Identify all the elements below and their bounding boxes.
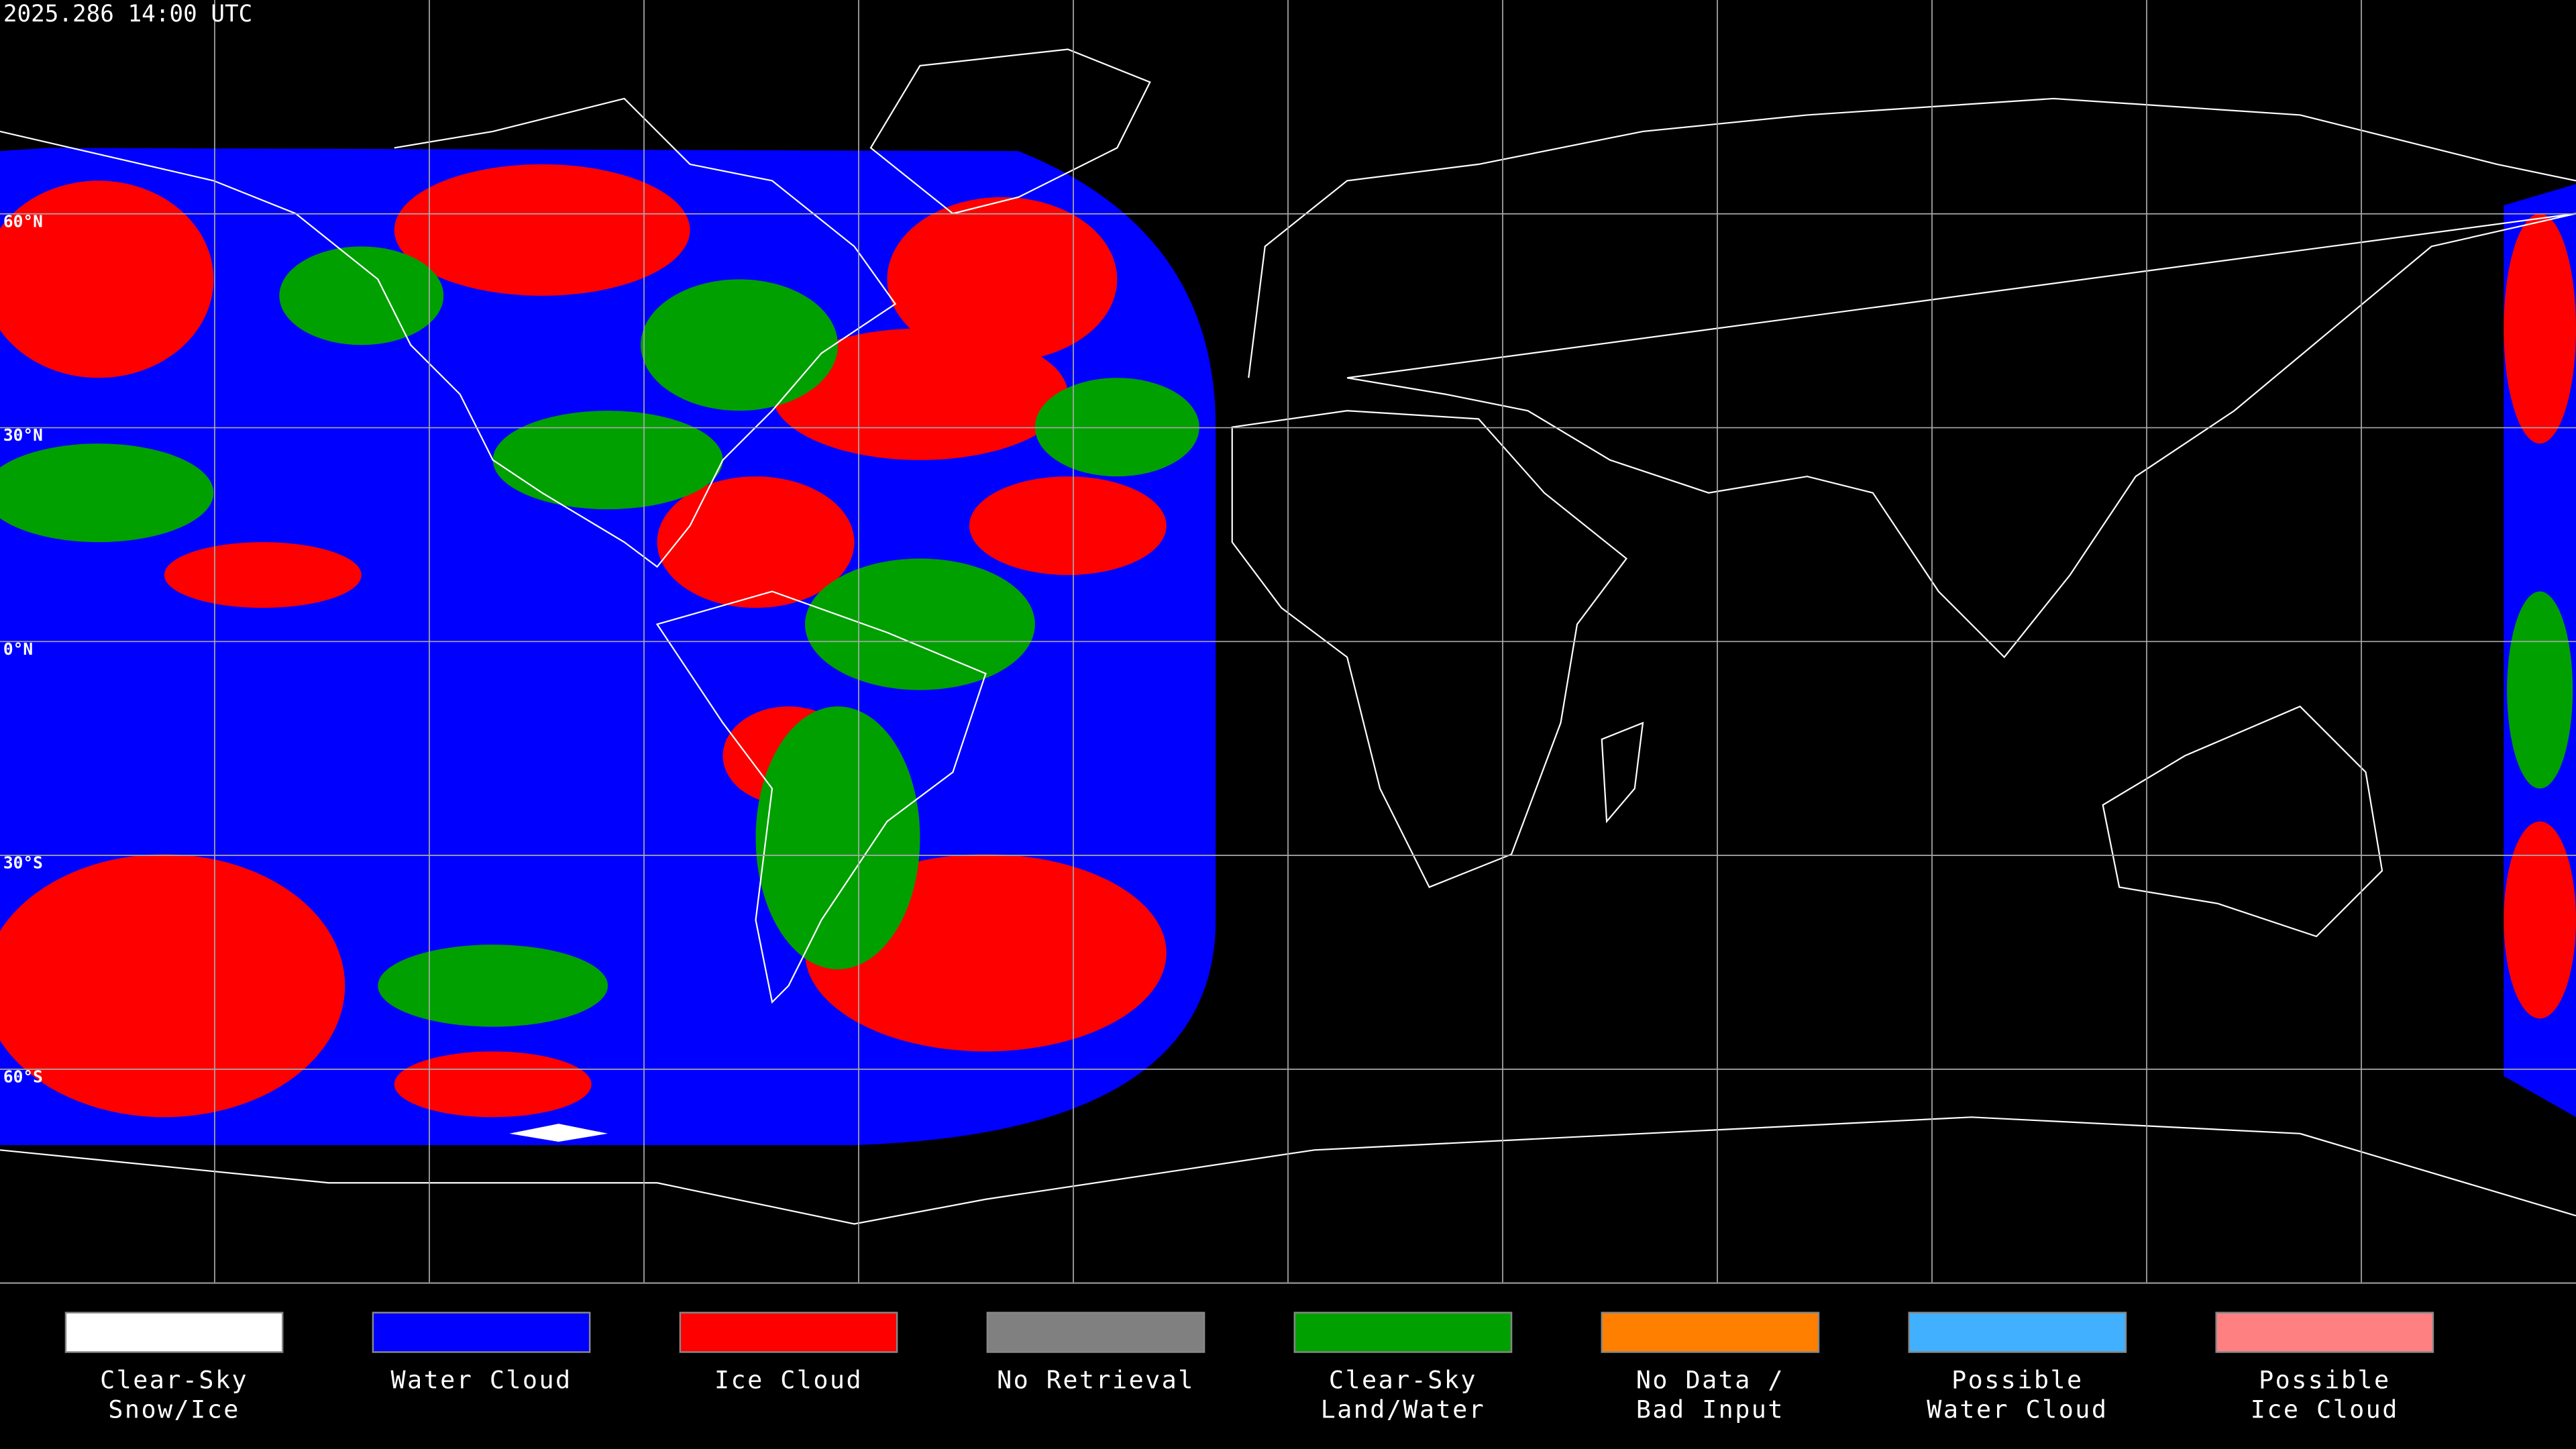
legend-label: No Data / [1636, 1365, 1784, 1394]
legend-label: Land/Water [1321, 1395, 1486, 1424]
legend-swatch [679, 1311, 898, 1353]
legend-panel [0, 1283, 2576, 1449]
legend-label: Snow/Ice [108, 1395, 239, 1424]
legend-swatch [1293, 1311, 1513, 1353]
legend-label: Ice Cloud [714, 1365, 863, 1394]
legend-label: Water Cloud [1927, 1395, 2108, 1424]
legend-label: Ice Cloud [2251, 1395, 2399, 1424]
graticule: 60°N 30°N 0°N 30°S 60°S [0, 0, 2576, 1283]
legend-label: Bad Input [1636, 1395, 1784, 1424]
legend-label: Clear-Sky [1329, 1365, 1477, 1394]
legend-label: Possible [2259, 1365, 2390, 1394]
timestamp: 2025.286 14:00 UTC [3, 1, 252, 28]
legend-swatch [1908, 1311, 2127, 1353]
legend-label: Water Cloud [390, 1365, 572, 1394]
latitude-label: 30°S [3, 853, 43, 873]
legend-label: Clear-Sky [100, 1365, 248, 1394]
snow-area [509, 1124, 608, 1142]
legend-label: Possible [1951, 1365, 2083, 1394]
latitude-label: 60°S [3, 1067, 43, 1086]
clear-sky-areas [0, 246, 2573, 1027]
latitude-label: 0°N [3, 639, 33, 659]
legend-swatch [986, 1311, 1205, 1353]
legend-swatch [1601, 1311, 1820, 1353]
legend-swatch [64, 1311, 284, 1353]
legend-swatch [2215, 1311, 2434, 1353]
latitude-label: 30°N [3, 425, 43, 445]
legend-swatch [372, 1311, 591, 1353]
legend-label: No Retrieval [997, 1365, 1195, 1394]
coastlines [0, 48, 2576, 1225]
latitude-label: 60°N [3, 211, 43, 231]
